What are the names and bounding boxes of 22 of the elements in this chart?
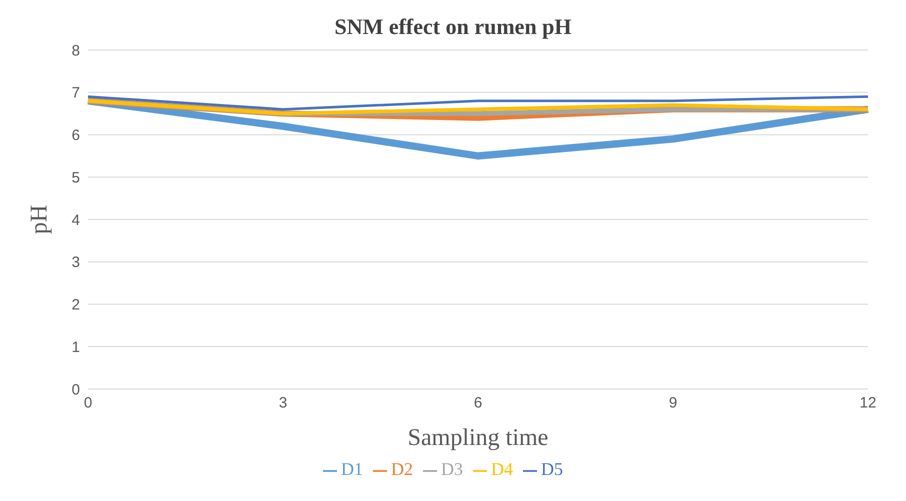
y-tick-label: 8 — [72, 42, 80, 60]
y-tick-label: 2 — [72, 296, 80, 314]
legend-label: D2 — [391, 459, 413, 479]
x-tick-label: 12 — [860, 394, 876, 412]
legend-label: D3 — [441, 459, 463, 479]
y-tick-label: 3 — [72, 254, 80, 272]
y-tick-label: 6 — [72, 127, 80, 144]
x-tick-label: 9 — [668, 394, 678, 412]
y-tick-label: 0 — [72, 381, 80, 398]
legend-label: D4 — [491, 459, 513, 479]
y-tick-label: 1 — [72, 338, 80, 356]
chart-title: SNM effect on rumen pH — [333, 13, 573, 40]
legend-label: D1 — [341, 459, 363, 479]
y-tick-label: 5 — [72, 169, 80, 186]
x-tick-label: 3 — [278, 394, 288, 412]
x-tick-label: 0 — [84, 394, 92, 412]
x-tick-label: 6 — [474, 394, 482, 412]
y-tick-label: 4 — [72, 212, 80, 229]
y-tick-label: 7 — [72, 84, 80, 102]
x-axis-title: Sampling time — [408, 425, 548, 451]
legend-label: D5 — [541, 459, 563, 479]
y-axis-title: pH — [26, 204, 53, 234]
